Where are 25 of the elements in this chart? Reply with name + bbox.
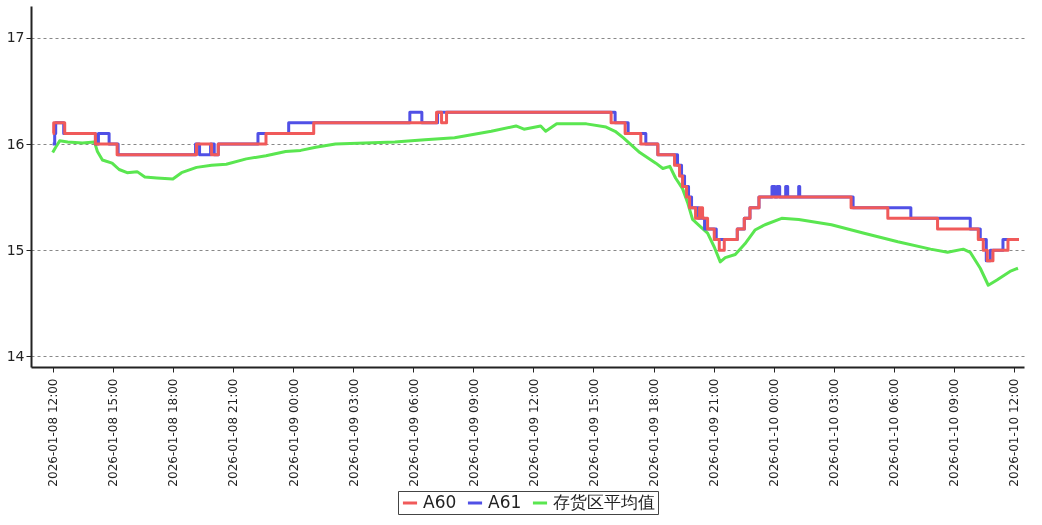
x-tick-label: 2026-01-09 06:00 — [406, 378, 421, 487]
x-tick-label: 2026-01-08 15:00 — [106, 378, 121, 487]
y-tick-label: 17 — [6, 29, 25, 46]
y-tick-label: 14 — [6, 347, 25, 364]
legend-label: 存货区平均值 — [553, 492, 655, 512]
x-tick-label: 2026-01-10 09:00 — [947, 378, 962, 487]
x-tick-label: 2026-01-09 09:00 — [466, 378, 481, 487]
x-tick-label: 2026-01-10 03:00 — [827, 378, 842, 487]
x-tick-label: 2026-01-10 12:00 — [1007, 378, 1022, 487]
legend-label: A60 — [423, 492, 457, 512]
x-tick-label: 2026-01-09 18:00 — [647, 378, 661, 487]
x-tick-label: 2026-01-08 12:00 — [46, 378, 61, 487]
legend-label: A61 — [488, 492, 522, 512]
x-tick-label: 2026-01-09 03:00 — [346, 378, 361, 487]
x-tick-label: 2026-01-10 06:00 — [887, 378, 902, 487]
line-series — [51, 122, 1020, 287]
x-tick-label: 2026-01-08 18:00 — [166, 378, 181, 487]
x-tick-label: 2026-01-09 15:00 — [586, 378, 601, 487]
y-tick-label: 15 — [6, 241, 25, 258]
y-tick-label: 16 — [6, 135, 25, 152]
x-tick-label: 2026-01-09 12:00 — [526, 378, 541, 487]
x-tick-label: 2026-01-09 21:00 — [707, 378, 722, 487]
x-tick-label: 2026-01-09 00:00 — [286, 378, 301, 487]
x-tick-label: 2026-01-10 00:00 — [767, 378, 782, 487]
x-tick-label: 2026-01-08 21:00 — [226, 378, 241, 487]
